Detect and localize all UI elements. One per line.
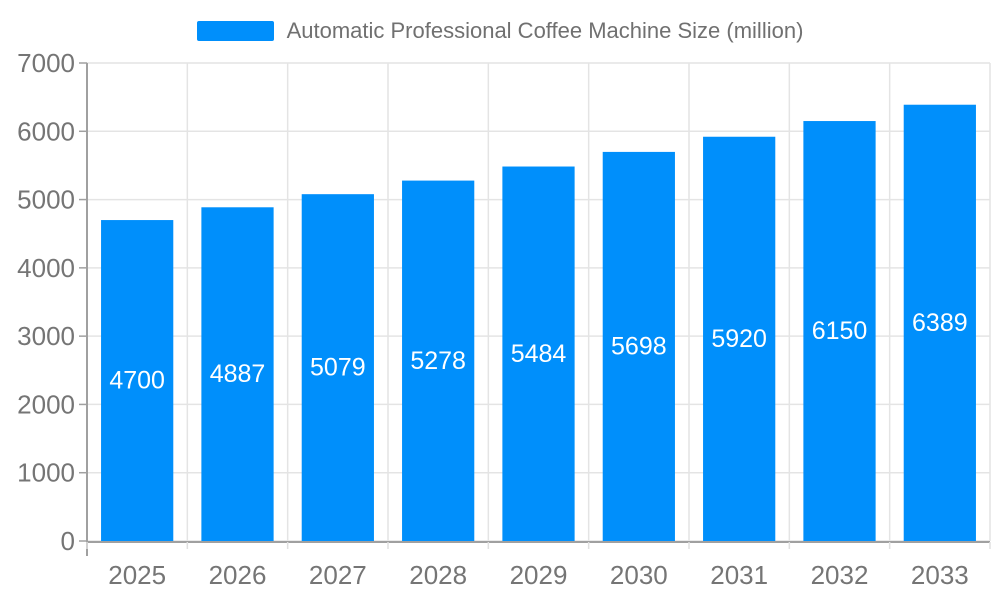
x-tick-label: 2029	[510, 560, 568, 590]
y-tick-label: 7000	[17, 48, 75, 78]
x-tick-label: 2030	[610, 560, 668, 590]
y-tick-label: 6000	[17, 116, 75, 146]
bar-2030[interactable]	[602, 151, 675, 541]
y-tick-label: 3000	[17, 321, 75, 351]
bar-2028[interactable]	[402, 180, 475, 541]
x-tick-label: 2028	[409, 560, 467, 590]
bar-value-label: 5079	[310, 354, 366, 382]
bar-value-label: 5278	[410, 347, 466, 375]
y-tick-label: 0	[61, 526, 75, 556]
legend-label: Automatic Professional Coffee Machine Si…	[286, 18, 804, 43]
bar-2032[interactable]	[803, 121, 876, 542]
bar-2029[interactable]	[502, 166, 575, 541]
y-tick-label: 5000	[17, 185, 75, 215]
bar-value-label: 6389	[912, 309, 968, 337]
x-tick-label: 2027	[309, 560, 367, 590]
bar-value-label: 6150	[812, 317, 868, 345]
x-tick-label: 2032	[811, 560, 869, 590]
x-tick-label: 2025	[108, 560, 166, 590]
legend-item[interactable]: Automatic Professional Coffee Machine Si…	[0, 19, 1000, 43]
bar-2031[interactable]	[703, 136, 776, 541]
y-tick-label: 1000	[17, 458, 75, 488]
bar-2027[interactable]	[301, 194, 374, 541]
bar-value-label: 5920	[711, 325, 767, 353]
bar-value-label: 4700	[109, 367, 165, 395]
x-tick-label: 2033	[911, 560, 969, 590]
x-tick-label: 2026	[209, 560, 267, 590]
x-tick-label: 2031	[710, 560, 768, 590]
bar-value-label: 5484	[511, 340, 567, 368]
bar-value-label: 5698	[611, 332, 667, 360]
legend-swatch	[196, 21, 274, 41]
bar-value-label: 4887	[210, 360, 266, 388]
y-tick-label: 4000	[17, 253, 75, 283]
bar-2025[interactable]	[101, 220, 174, 542]
y-tick-label: 2000	[17, 389, 75, 419]
bar-2026[interactable]	[201, 207, 274, 541]
bar-2033[interactable]	[903, 104, 976, 542]
